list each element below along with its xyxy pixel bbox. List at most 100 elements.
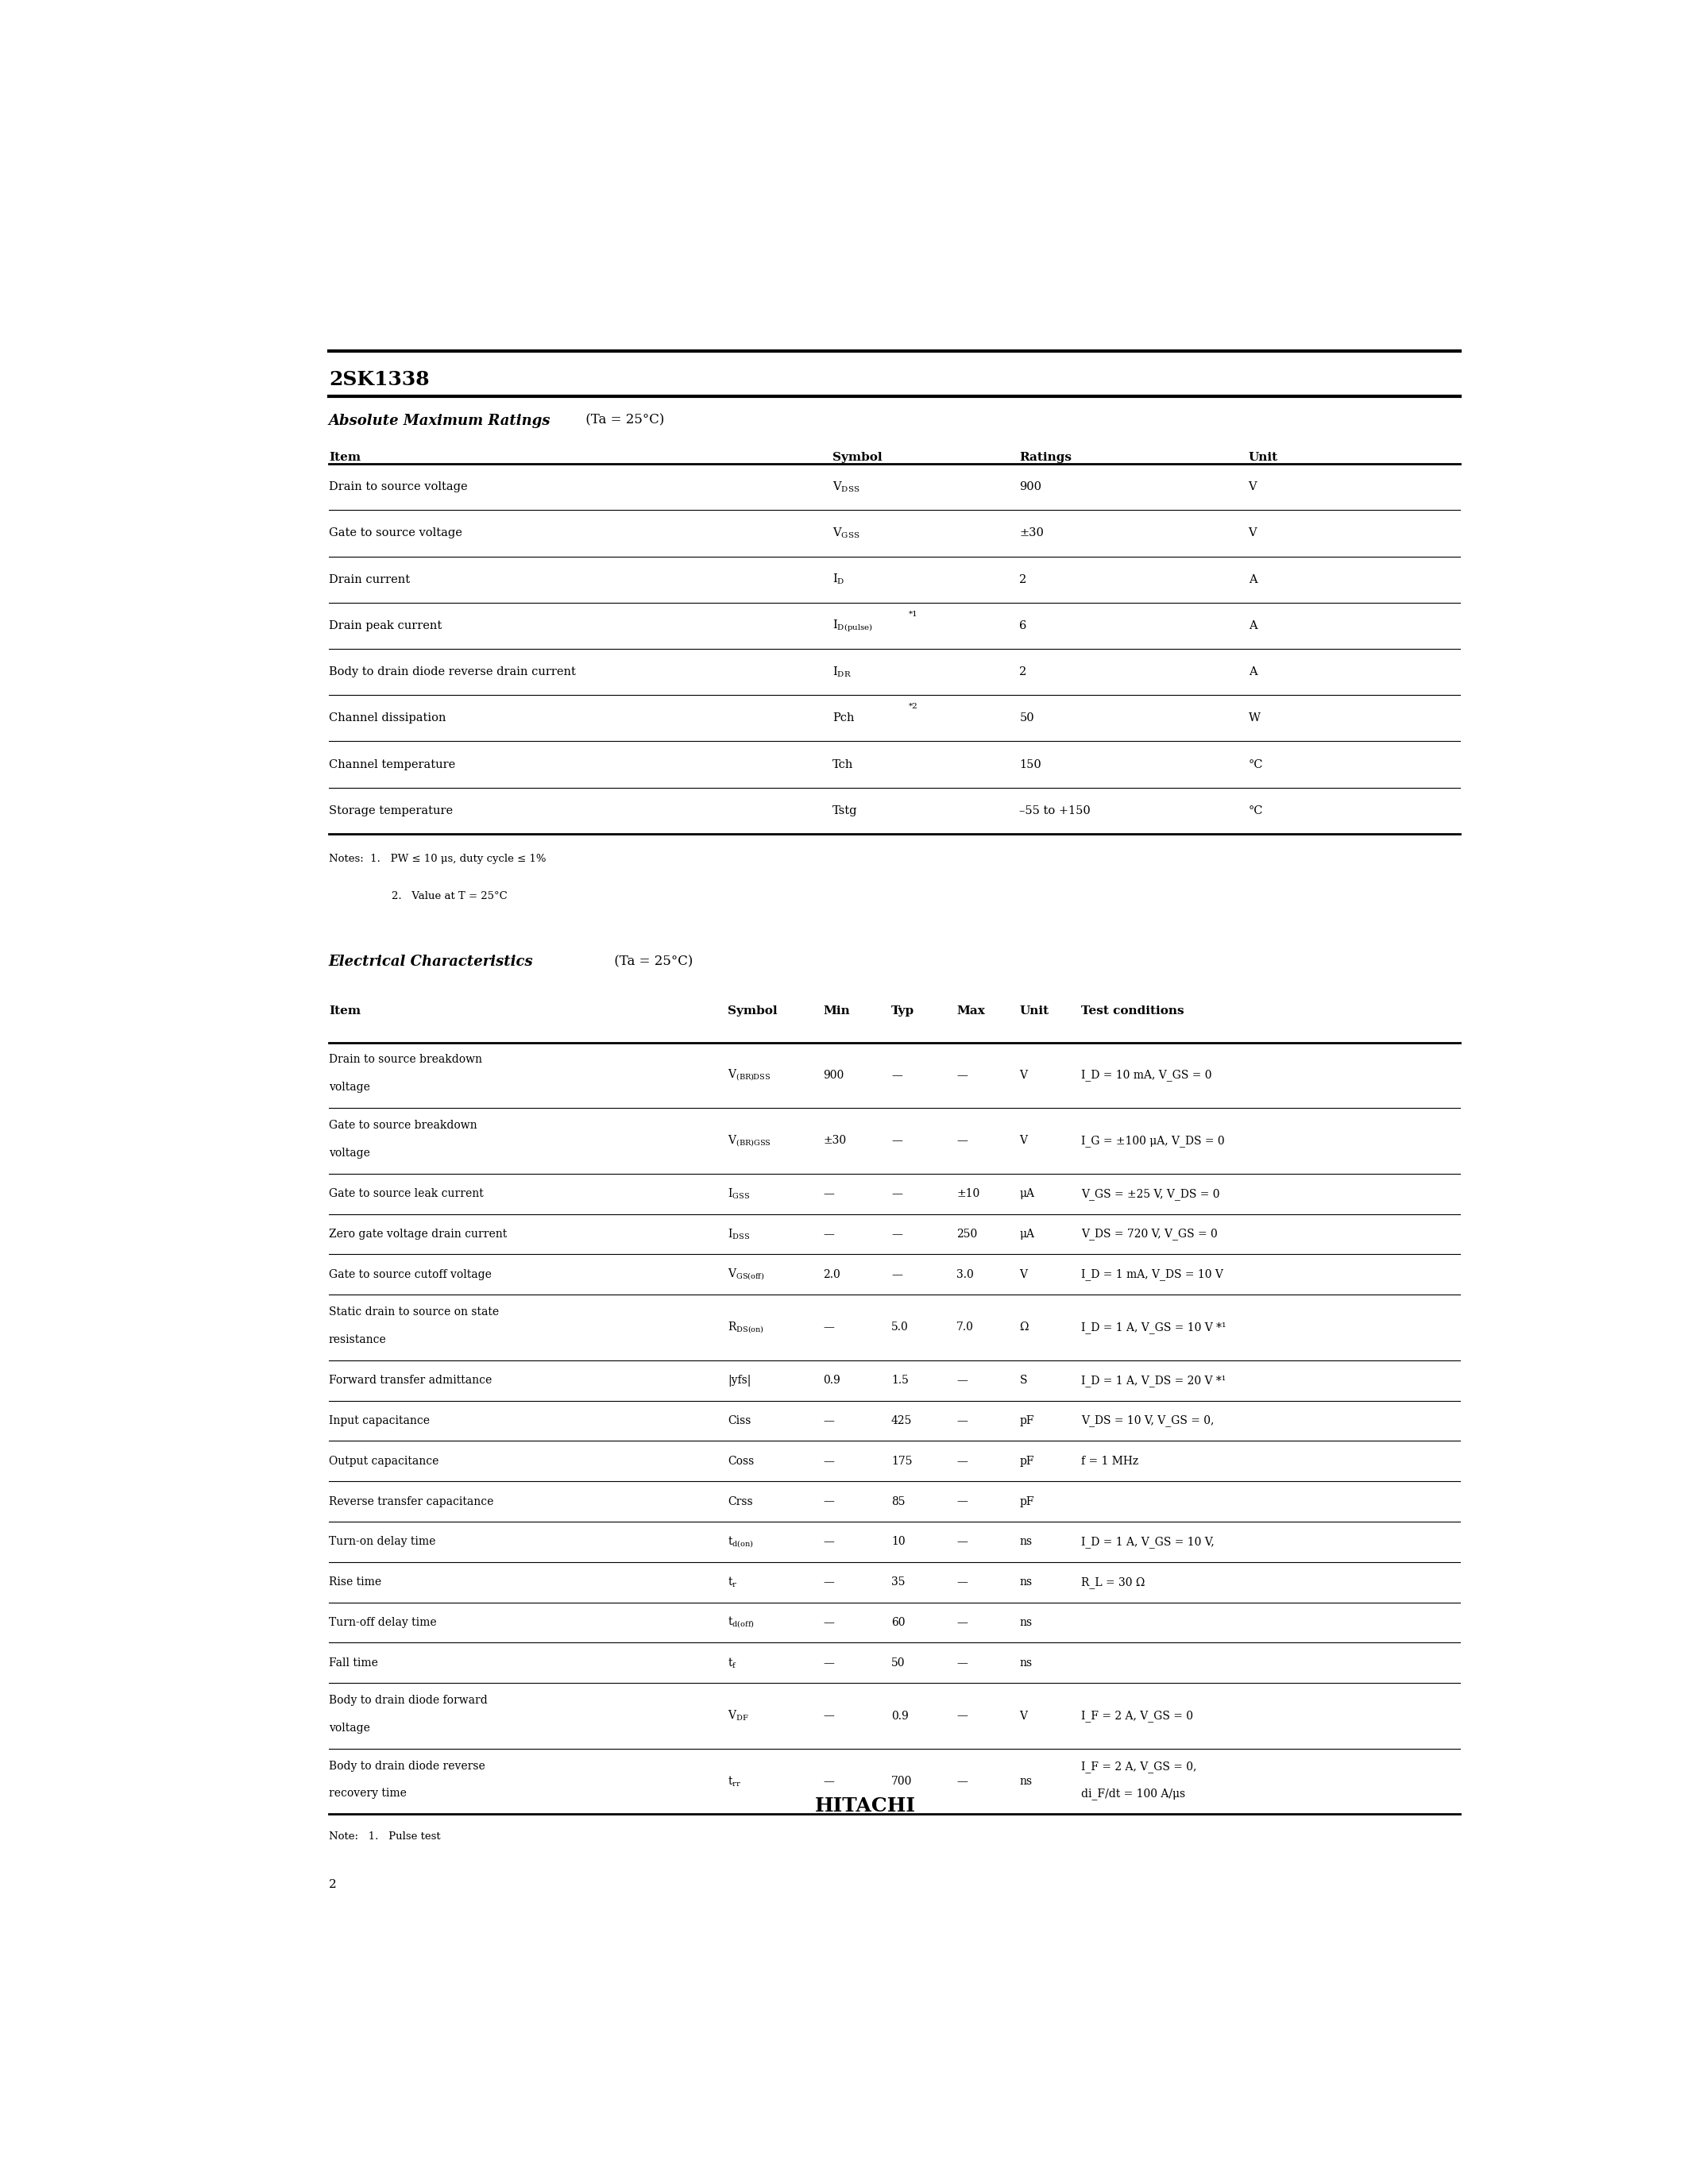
Text: ±30: ±30: [1020, 529, 1043, 539]
Text: ns: ns: [1020, 1535, 1033, 1548]
Text: HITACHI: HITACHI: [815, 1795, 915, 1815]
Text: —: —: [957, 1658, 967, 1669]
Text: $\mathdefault{V_{GS(off)}}$: $\mathdefault{V_{GS(off)}}$: [728, 1267, 765, 1282]
Text: ±10: ±10: [957, 1188, 981, 1199]
Text: Rise time: Rise time: [329, 1577, 381, 1588]
Text: $\mathdefault{I_{DSS}}$: $\mathdefault{I_{DSS}}$: [728, 1227, 749, 1241]
Text: Forward transfer admittance: Forward transfer admittance: [329, 1376, 491, 1387]
Text: 6: 6: [1020, 620, 1026, 631]
Text: Item: Item: [329, 452, 361, 463]
Text: W: W: [1249, 712, 1261, 723]
Text: Channel dissipation: Channel dissipation: [329, 712, 446, 723]
Text: A: A: [1249, 666, 1258, 677]
Text: Drain to source breakdown: Drain to source breakdown: [329, 1055, 483, 1066]
Text: Electrical Characteristics: Electrical Characteristics: [329, 954, 533, 970]
Text: Symbol: Symbol: [728, 1005, 778, 1016]
Text: 900: 900: [824, 1070, 844, 1081]
Text: —: —: [957, 1535, 967, 1548]
Text: —: —: [824, 1321, 834, 1332]
Text: 60: 60: [891, 1616, 905, 1627]
Text: 2: 2: [1020, 574, 1026, 585]
Text: —: —: [957, 1776, 967, 1787]
Text: Notes:  1.   PW ≤ 10 μs, duty cycle ≤ 1%: Notes: 1. PW ≤ 10 μs, duty cycle ≤ 1%: [329, 854, 545, 865]
Text: V: V: [1020, 1070, 1028, 1081]
Text: —: —: [957, 1616, 967, 1627]
Text: —: —: [824, 1710, 834, 1721]
Text: —: —: [824, 1535, 834, 1548]
Text: $\mathdefault{V_{(BR)GSS}}$: $\mathdefault{V_{(BR)GSS}}$: [728, 1133, 771, 1149]
Text: $\mathdefault{R_{DS(on)}}$: $\mathdefault{R_{DS(on)}}$: [728, 1319, 765, 1334]
Text: —: —: [891, 1188, 903, 1199]
Text: —: —: [824, 1455, 834, 1468]
Text: I_G = ±100 μA, V_DS = 0: I_G = ±100 μA, V_DS = 0: [1080, 1136, 1224, 1147]
Text: 5.0: 5.0: [891, 1321, 908, 1332]
Text: V: V: [1020, 1136, 1028, 1147]
Text: pF: pF: [1020, 1496, 1035, 1507]
Text: V: V: [1249, 529, 1258, 539]
Text: 2: 2: [329, 1878, 336, 1889]
Text: 700: 700: [891, 1776, 912, 1787]
Text: |yfs|: |yfs|: [728, 1374, 751, 1387]
Text: —: —: [891, 1070, 903, 1081]
Text: Body to drain diode forward: Body to drain diode forward: [329, 1695, 488, 1706]
Text: Pch: Pch: [832, 712, 854, 723]
Text: 175: 175: [891, 1455, 912, 1468]
Text: —: —: [957, 1577, 967, 1588]
Text: $\mathdefault{I_{DR}}$: $\mathdefault{I_{DR}}$: [832, 666, 851, 679]
Text: 2.   Value at T⁣ = 25°C: 2. Value at T⁣ = 25°C: [392, 891, 508, 902]
Text: Tch: Tch: [832, 758, 854, 771]
Text: $\mathdefault{I_{GSS}}$: $\mathdefault{I_{GSS}}$: [728, 1186, 749, 1201]
Text: —: —: [824, 1776, 834, 1787]
Text: Crss: Crss: [728, 1496, 753, 1507]
Text: $\mathdefault{t_{rr}}$: $\mathdefault{t_{rr}}$: [728, 1776, 741, 1789]
Text: Ciss: Ciss: [728, 1415, 751, 1426]
Text: voltage: voltage: [329, 1723, 370, 1734]
Text: (Ta = 25°C): (Ta = 25°C): [609, 954, 692, 968]
Text: Output capacitance: Output capacitance: [329, 1455, 439, 1468]
Text: V: V: [1249, 480, 1258, 494]
Text: —: —: [957, 1455, 967, 1468]
Text: Item: Item: [329, 1005, 361, 1016]
Text: A: A: [1249, 620, 1258, 631]
Text: *2: *2: [908, 703, 918, 710]
Text: °C: °C: [1249, 758, 1263, 771]
Text: di_F/dt = 100 A/μs: di_F/dt = 100 A/μs: [1080, 1789, 1185, 1800]
Text: $\mathdefault{V_{GSS}}$: $\mathdefault{V_{GSS}}$: [832, 526, 859, 539]
Text: Ω: Ω: [1020, 1321, 1028, 1332]
Text: 0.9: 0.9: [824, 1376, 841, 1387]
Text: ns: ns: [1020, 1616, 1033, 1627]
Text: —: —: [824, 1496, 834, 1507]
Text: V: V: [1020, 1710, 1028, 1721]
Text: ±30: ±30: [824, 1136, 846, 1147]
Text: 3.0: 3.0: [957, 1269, 974, 1280]
Text: Body to drain diode reverse: Body to drain diode reverse: [329, 1760, 484, 1771]
Text: V_DS = 720 V, V_GS = 0: V_DS = 720 V, V_GS = 0: [1080, 1227, 1217, 1241]
Text: 250: 250: [957, 1230, 977, 1241]
Text: f = 1 MHz: f = 1 MHz: [1080, 1455, 1138, 1468]
Text: Drain current: Drain current: [329, 574, 410, 585]
Text: Ratings: Ratings: [1020, 452, 1072, 463]
Text: 150: 150: [1020, 758, 1041, 771]
Text: Gate to source leak current: Gate to source leak current: [329, 1188, 483, 1199]
Text: Input capacitance: Input capacitance: [329, 1415, 430, 1426]
Text: *1: *1: [908, 609, 918, 618]
Text: I_D = 1 A, V_DS = 20 V *¹: I_D = 1 A, V_DS = 20 V *¹: [1080, 1374, 1225, 1387]
Text: μA: μA: [1020, 1230, 1035, 1241]
Text: pF: pF: [1020, 1415, 1035, 1426]
Text: ns: ns: [1020, 1776, 1033, 1787]
Text: Gate to source voltage: Gate to source voltage: [329, 529, 463, 539]
Text: Min: Min: [824, 1005, 851, 1016]
Text: 10: 10: [891, 1535, 905, 1548]
Text: Drain to source voltage: Drain to source voltage: [329, 480, 468, 494]
Text: —: —: [824, 1188, 834, 1199]
Text: I_F = 2 A, V_GS = 0: I_F = 2 A, V_GS = 0: [1080, 1710, 1193, 1721]
Text: I_D = 1 A, V_GS = 10 V *¹: I_D = 1 A, V_GS = 10 V *¹: [1080, 1321, 1225, 1332]
Text: ns: ns: [1020, 1658, 1033, 1669]
Text: —: —: [824, 1230, 834, 1241]
Text: $\mathdefault{t_f}$: $\mathdefault{t_f}$: [728, 1655, 738, 1671]
Text: 900: 900: [1020, 480, 1041, 494]
Text: Absolute Maximum Ratings: Absolute Maximum Ratings: [329, 413, 550, 428]
Text: V_GS = ±25 V, V_DS = 0: V_GS = ±25 V, V_DS = 0: [1080, 1188, 1219, 1199]
Text: (Ta = 25°C): (Ta = 25°C): [581, 413, 663, 426]
Text: 35: 35: [891, 1577, 905, 1588]
